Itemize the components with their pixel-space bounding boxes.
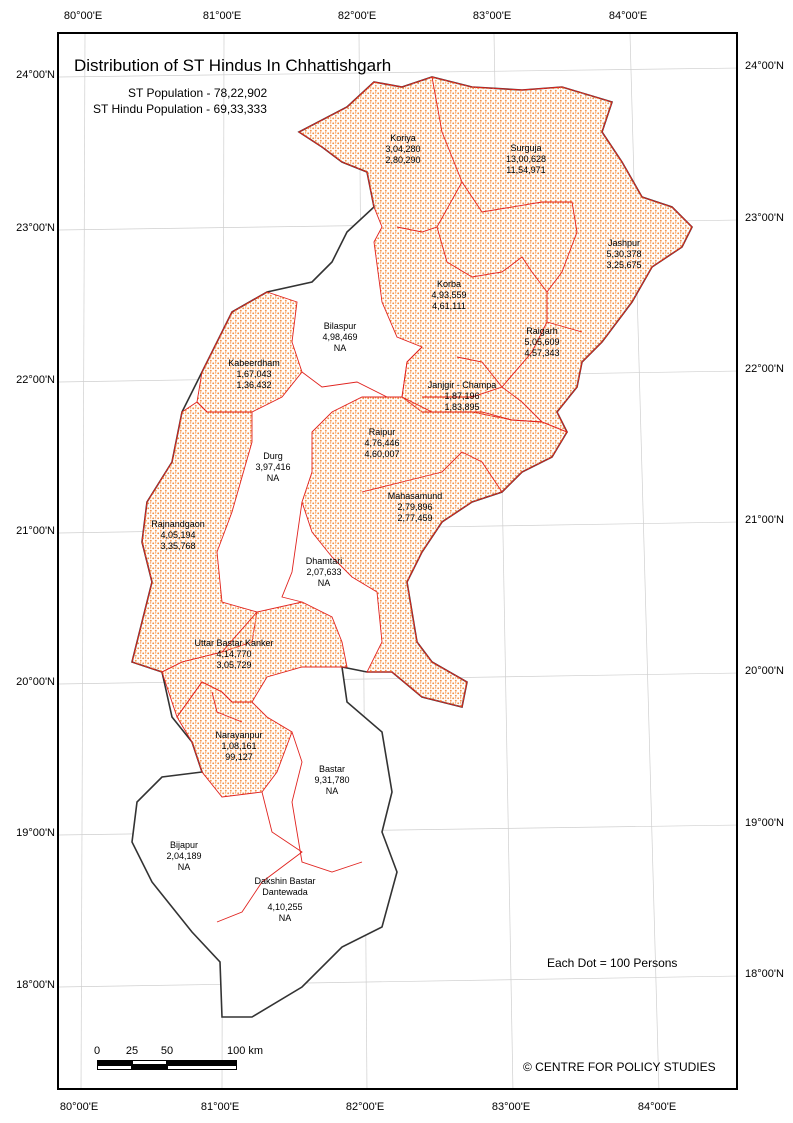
scale-bar	[97, 1060, 237, 1072]
credit-text: © CENTRE FOR POLICY STUDIES	[523, 1060, 716, 1074]
district-label: Kabeerdham 1,67,043 1,36,432	[228, 358, 280, 390]
lat-tick-right: 23°00'N	[745, 212, 784, 224]
district-label: Bilaspur 4,98,469 NA	[322, 321, 358, 353]
lon-tick-top: 84°00'E	[608, 10, 648, 22]
district-label: Surguja 13,00,628 11,54,971	[505, 143, 547, 175]
lon-tick-top: 83°00'E	[472, 10, 512, 22]
map-frame: Distribution of ST Hindus In Chhattishga…	[57, 32, 738, 1090]
lon-tick-bottom: 80°00'E	[59, 1101, 99, 1113]
district-label: Durg 3,97,416 NA	[255, 451, 291, 483]
lat-tick-left: 23°00'N	[16, 222, 55, 234]
legend-note: Each Dot = 100 Persons	[547, 956, 678, 970]
st-hindu-population-text: ST Hindu Population - 69,33,333	[93, 102, 267, 116]
lat-tick-right: 18°00'N	[745, 968, 784, 980]
district-label: Korba 4,93,559 4,61,111	[431, 279, 467, 311]
scale-label: 25	[125, 1045, 139, 1057]
dotted-districts	[131, 76, 693, 798]
lon-tick-top: 81°00'E	[202, 10, 242, 22]
lat-tick-left: 19°00'N	[16, 827, 55, 839]
lat-tick-right: 24°00'N	[745, 60, 784, 72]
lat-tick-right: 20°00'N	[745, 665, 784, 677]
district-label: Dakshin Bastar Dantewada 4,10,255 NA	[254, 876, 316, 923]
district-label: Janjgir - Champa 1,87,196 1,83,895	[427, 380, 497, 412]
lon-tick-bottom: 81°00'E	[200, 1101, 240, 1113]
lat-tick-left: 24°00'N	[16, 69, 55, 81]
district-label: Uttar Bastar Kanker 4,14,770 3,05,729	[194, 638, 274, 670]
lon-tick-top: 80°00'E	[63, 10, 103, 22]
map-canvas	[59, 34, 736, 1088]
map-title: Distribution of ST Hindus In Chhattishga…	[74, 56, 392, 75]
district-label: Raipur 4,76,446 4,60,007	[364, 427, 400, 459]
lat-tick-left: 21°00'N	[16, 525, 55, 537]
district-boundaries	[211, 76, 583, 923]
st-population-text: ST Population - 78,22,902	[128, 86, 268, 100]
lon-tick-top: 82°00'E	[337, 10, 377, 22]
district-label: Narayanpur 1,08,161 99,127	[215, 730, 263, 762]
district-label: Bijapur 2,04,189 NA	[166, 840, 202, 872]
district-label: Mahasamund 2,79,896 2,77,459	[387, 491, 443, 523]
scale-label: 100 km	[226, 1045, 264, 1057]
scale-label: 50	[160, 1045, 174, 1057]
district-label: Rajnandgaon 4,05,194 3,35,768	[151, 519, 205, 551]
lat-tick-right: 22°00'N	[745, 363, 784, 375]
lon-tick-bottom: 82°00'E	[345, 1101, 385, 1113]
district-label: Raigarh 5,05,609 4,57,343	[524, 326, 560, 358]
lon-tick-bottom: 84°00'E	[637, 1101, 677, 1113]
district-label: Koriya 3,04,280 2,80,290	[385, 133, 421, 165]
scale-label: 0	[93, 1045, 101, 1057]
lat-tick-left: 20°00'N	[16, 676, 55, 688]
district-label: Dhamtari 2,07,633 NA	[305, 556, 343, 588]
district-label: Jashpur 5,30,378 3,25,675	[606, 238, 642, 270]
district-label: Bastar 9,31,780 NA	[314, 764, 350, 796]
lat-tick-left: 18°00'N	[16, 979, 55, 991]
lon-tick-bottom: 83°00'E	[491, 1101, 531, 1113]
lat-tick-left: 22°00'N	[16, 374, 55, 386]
lat-tick-right: 21°00'N	[745, 514, 784, 526]
lat-tick-right: 19°00'N	[745, 817, 784, 829]
